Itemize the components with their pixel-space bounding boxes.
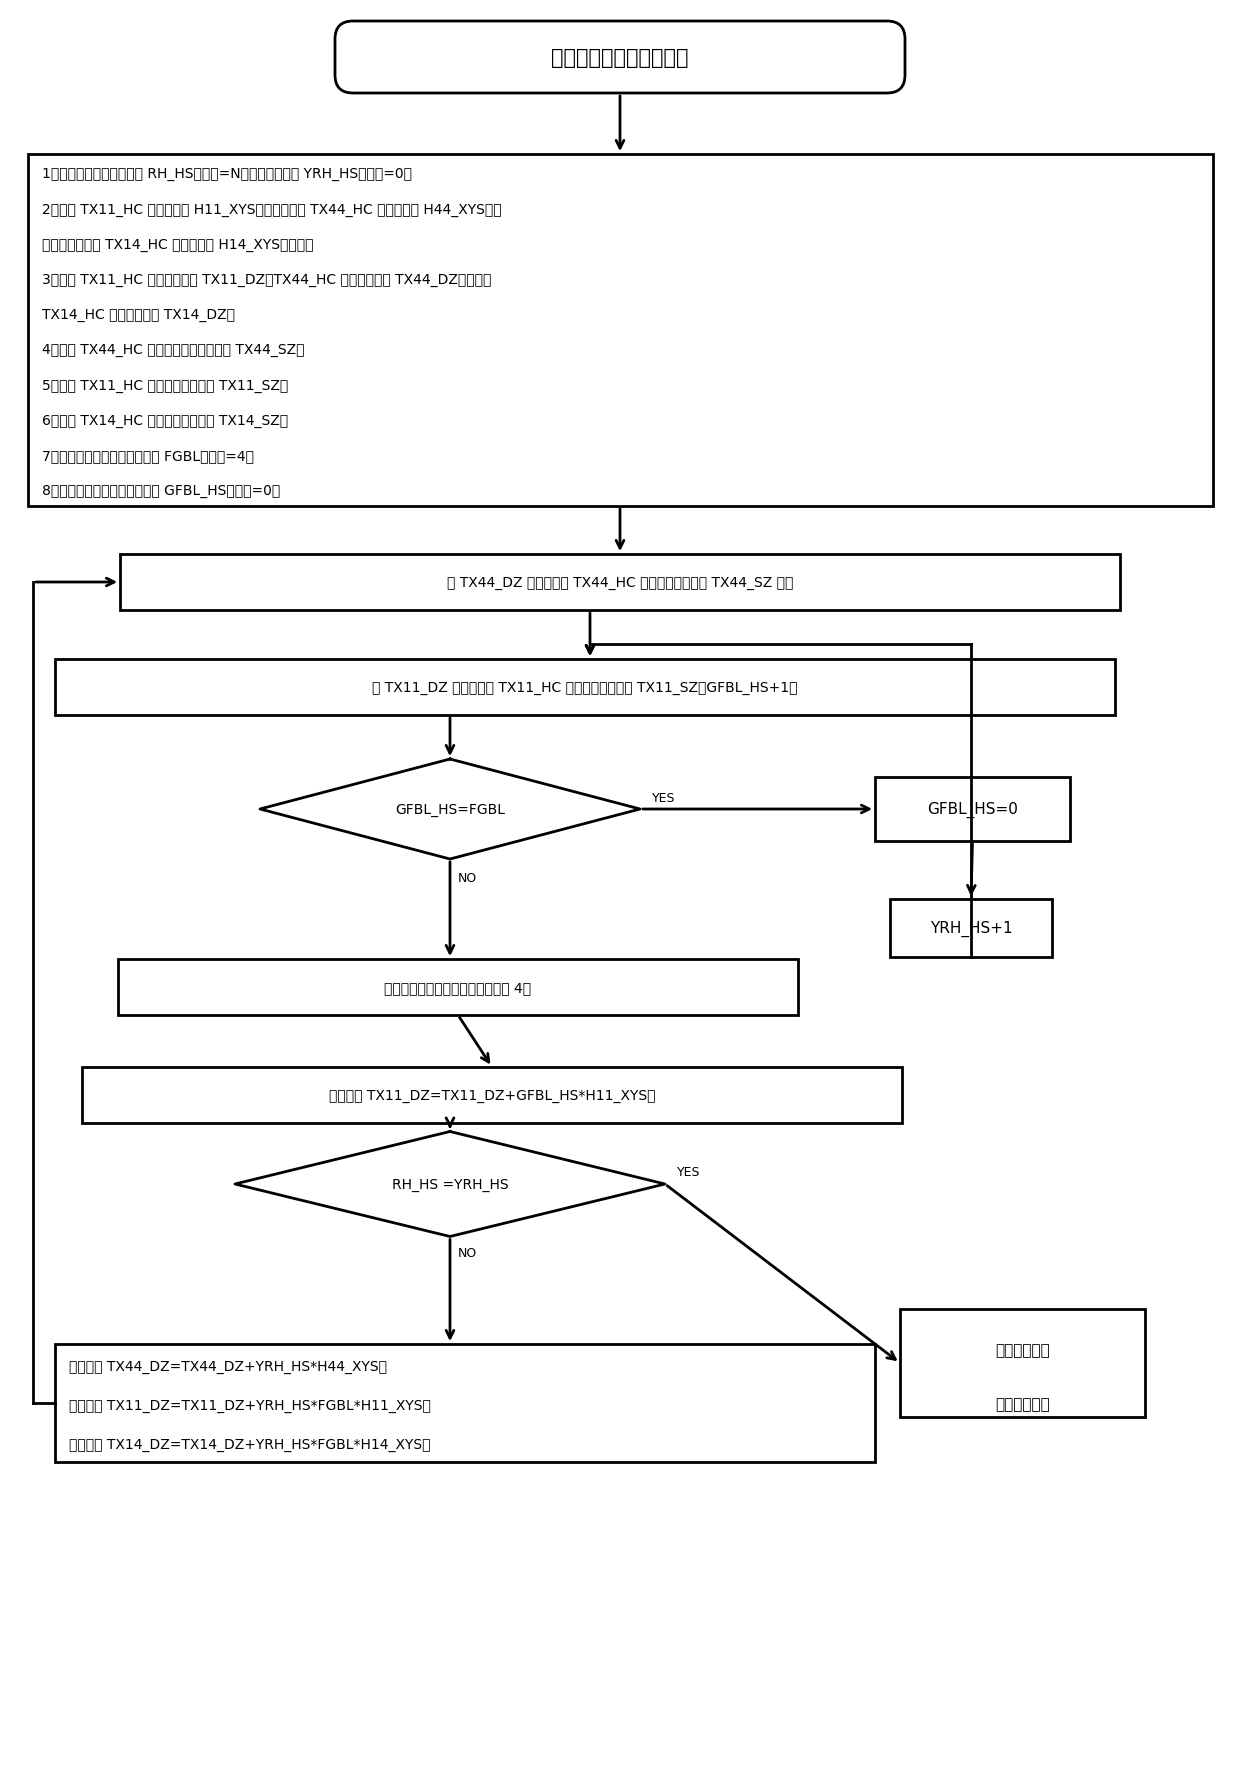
Bar — [118, 959, 799, 1016]
Bar — [55, 1344, 875, 1463]
Text: GFBL_HS=0: GFBL_HS=0 — [928, 801, 1018, 817]
Text: 7、两景图像像元覆盖比例参数 FGBL，常数=4；: 7、两景图像像元覆盖比例参数 FGBL，常数=4； — [42, 449, 254, 463]
Text: 从 TX11_DZ 地址中读取 TX11_HC 一行数据，存放到 TX11_SZ；GFBL_HS+1；: 从 TX11_DZ 地址中读取 TX11_HC 一行数据，存放到 TX11_SZ… — [372, 681, 797, 695]
Text: 两景图像融合计算流程图: 两景图像融合计算流程图 — [552, 48, 688, 67]
Text: 地址计算 TX14_DZ=TX14_DZ+YRH_HS*FGBL*H14_XYS；: 地址计算 TX14_DZ=TX14_DZ+YRH_HS*FGBL*H14_XYS… — [69, 1438, 430, 1452]
Text: 3、设置 TX11_HC 数据存储地址 TX11_DZ；TX44_HC 数据存储地址 TX44_DZ；融合后: 3、设置 TX11_HC 数据存储地址 TX11_DZ；TX44_HC 数据存储… — [42, 273, 491, 287]
Text: RH_HS =YRH_HS: RH_HS =YRH_HS — [392, 1177, 508, 1191]
Text: 从 TX44_DZ 地址中读取 TX44_HC 一行数据，存放到 TX44_SZ 中；: 从 TX44_DZ 地址中读取 TX44_HC 一行数据，存放到 TX44_SZ… — [446, 576, 794, 590]
Text: GFBL_HS=FGBL: GFBL_HS=FGBL — [396, 803, 505, 817]
Bar — [29, 154, 1213, 507]
Text: 2、设置 TX11_HC 每行像元数 H11_XYS，常数；图像 TX44_HC 每行像元数 H44_XYS，常: 2、设置 TX11_HC 每行像元数 H11_XYS，常数；图像 TX44_HC… — [42, 202, 502, 216]
Bar — [82, 1067, 901, 1124]
Text: 数；融合后图像 TX14_HC 每行像元数 H14_XYS，常数；: 数；融合后图像 TX14_HC 每行像元数 H14_XYS，常数； — [42, 238, 314, 252]
Text: 地址计算 TX11_DZ=TX11_DZ+YRH_HS*FGBL*H11_XYS；: 地址计算 TX11_DZ=TX11_DZ+YRH_HS*FGBL*H11_XYS… — [69, 1399, 430, 1411]
Bar — [890, 899, 1052, 957]
Polygon shape — [236, 1131, 665, 1238]
Text: 8、设置读取高分辨率图像行数 GFBL_HS，初值=0；: 8、设置读取高分辨率图像行数 GFBL_HS，初值=0； — [42, 484, 280, 498]
Text: 两景图像融合: 两景图像融合 — [996, 1342, 1050, 1358]
Text: YES: YES — [652, 791, 676, 803]
Text: 4、设置 TX44_HC 一行像元临时存储数组 TX44_SZ；: 4、设置 TX44_HC 一行像元临时存储数组 TX44_SZ； — [42, 344, 305, 356]
Text: YES: YES — [677, 1167, 701, 1179]
Text: TX14_HC 数据存储地址 TX14_DZ；: TX14_HC 数据存储地址 TX14_DZ； — [42, 309, 236, 323]
Bar — [875, 778, 1070, 842]
Text: NO: NO — [458, 871, 477, 885]
Text: 计算流程结束: 计算流程结束 — [996, 1395, 1050, 1411]
FancyBboxPatch shape — [335, 21, 905, 94]
Bar — [55, 660, 1115, 716]
Text: 地址计算 TX44_DZ=TX44_DZ+YRH_HS*H44_XYS；: 地址计算 TX44_DZ=TX44_DZ+YRH_HS*H44_XYS； — [69, 1358, 387, 1372]
Bar — [900, 1308, 1145, 1417]
Text: YRH_HS+1: YRH_HS+1 — [930, 920, 1012, 936]
Text: 1、设置每次融合几行像元 RH_HS，常数=N；已经融合行数 YRH_HS，初值=0；: 1、设置每次融合几行像元 RH_HS，常数=N；已经融合行数 YRH_HS，初值… — [42, 167, 412, 181]
Text: 地址计算 TX11_DZ=TX11_DZ+GFBL_HS*H11_XYS；: 地址计算 TX11_DZ=TX11_DZ+GFBL_HS*H11_XYS； — [329, 1089, 655, 1103]
Text: 6、设置 TX14_HC 一行像元存储数组 TX14_SZ；: 6、设置 TX14_HC 一行像元存储数组 TX14_SZ； — [42, 413, 288, 427]
Text: 进入融合计算处理流程，见流程图 4；: 进入融合计算处理流程，见流程图 4； — [384, 980, 532, 995]
Polygon shape — [260, 759, 640, 860]
Text: NO: NO — [458, 1246, 477, 1259]
Text: 5、设置 TX11_HC 一行像元存储数组 TX11_SZ；: 5、设置 TX11_HC 一行像元存储数组 TX11_SZ； — [42, 378, 288, 392]
Bar — [120, 555, 1120, 610]
